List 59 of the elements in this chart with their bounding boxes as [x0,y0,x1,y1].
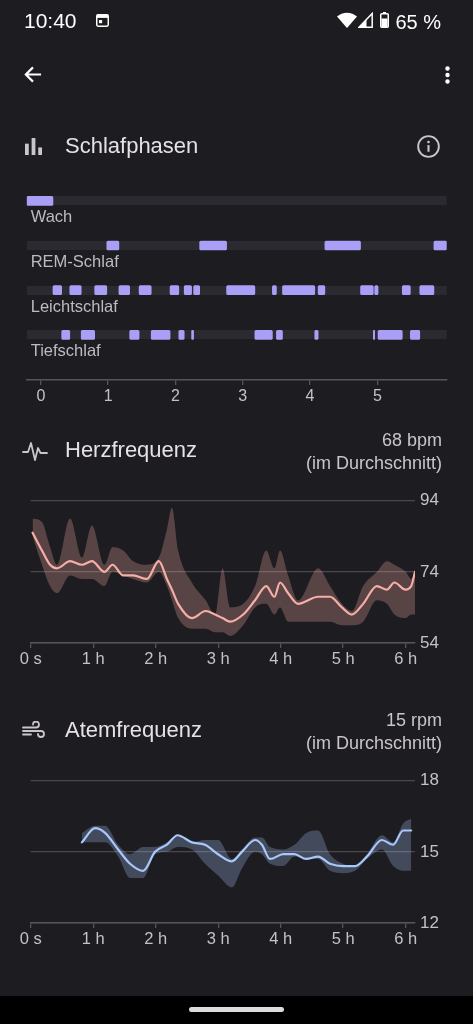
x-tick-label: 2 h [144,649,168,668]
y-tick-label: 12 [420,912,439,932]
bar [26,196,54,206]
bar [69,285,82,296]
x-tick-label: 4 h [269,649,293,668]
x-tick-label: 3 h [206,649,230,668]
x-tick-label: 1 h [81,649,105,668]
x-tick-label: 5 h [331,929,355,948]
x-tick-label: 6 h [394,929,418,948]
y-tick-label: 18 [420,770,439,790]
x-tick-label: 1 h [81,929,105,948]
y-tick-label: 15 [420,841,439,861]
bar [226,285,256,296]
y-tick-label: 74 [420,561,439,581]
bar [150,330,171,340]
y-tick-label: 94 [420,490,439,510]
line-series [80,827,413,872]
x-tick-label: 5 [372,387,382,405]
x-tick-label: 3 h [206,929,230,948]
x-tick-label: 0 [36,387,46,405]
y-tick-label: Wach [30,207,73,226]
line-series [31,531,415,623]
chart-title: Schlafphasen [65,133,199,159]
chart-subtitle: 15 rpm [385,709,442,731]
chart-title: Atemfrequenz [65,717,202,743]
bar [360,285,374,296]
bar [410,330,421,340]
bar [94,285,108,296]
text: 10:40 [24,9,77,33]
x-tick-label: 2 [171,387,180,405]
x-tick-label: 2 h [144,929,168,948]
y-tick-label: REM-Schlaf [30,252,120,271]
x-tick-label: 0 s [19,649,42,668]
bar [80,330,96,340]
y-tick-label: Tiefschlaf [30,341,102,360]
bar [106,240,120,251]
chart-subtitle: 68 bpm [381,429,442,451]
x-tick-label: 1 [103,387,113,405]
bar [138,285,152,296]
bar [118,285,131,296]
x-tick-label: 6 h [394,649,418,668]
x-tick-label: 4 [305,387,315,405]
text: (im Durchschnitt) [305,452,442,474]
bar [419,285,435,296]
bar [129,330,140,340]
x-tick-label: 4 h [269,929,293,948]
x-tick-label: 5 h [331,649,355,668]
chart-title: Herzfrequenz [65,437,198,463]
x-tick-label: 3 [238,387,248,405]
y-tick-label: 54 [420,632,439,652]
bar [254,330,273,340]
text: (im Durchschnitt) [305,732,442,754]
bar [199,240,227,251]
bar [377,330,403,340]
x-tick-label: 0 s [19,929,42,948]
bar [282,285,316,296]
bar [324,240,361,251]
y-tick-label: Leichtschlaf [30,296,119,315]
text: 65 % [395,10,441,34]
